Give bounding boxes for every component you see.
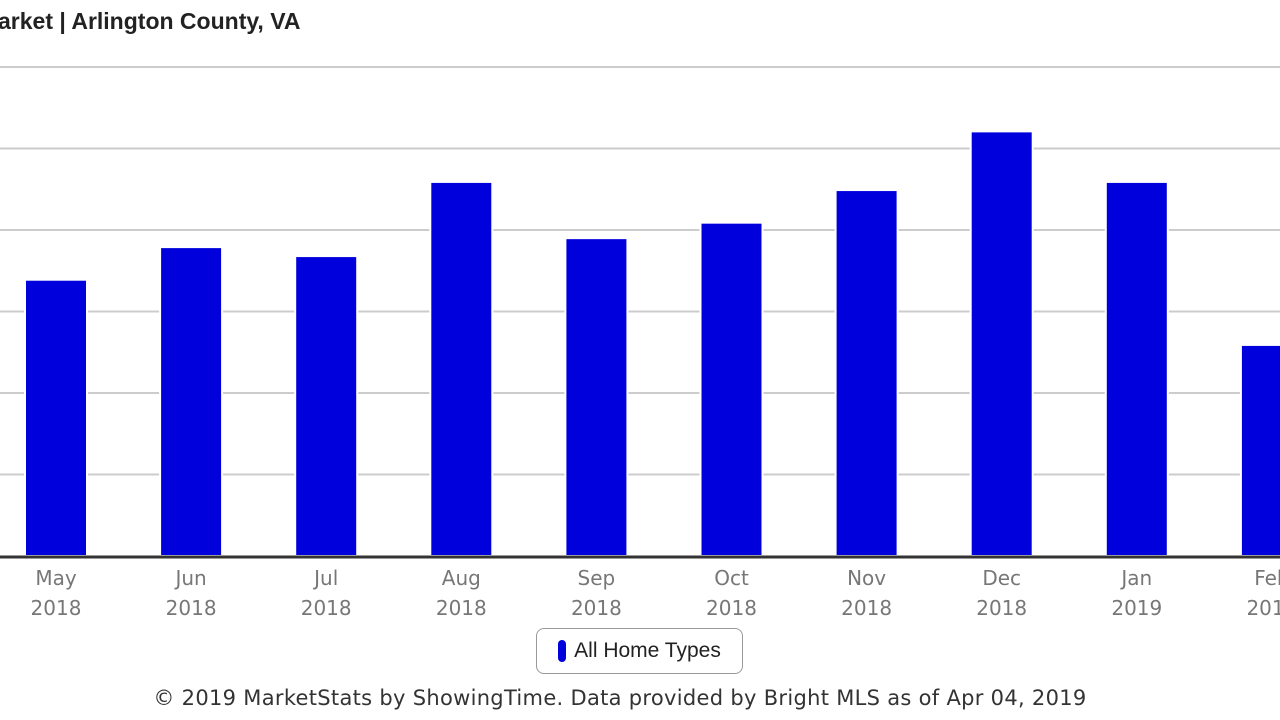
x-tick-label: 2018 <box>436 596 487 620</box>
x-tick-label: Jan <box>1119 566 1152 590</box>
x-tick-label: 2019 <box>1246 596 1280 620</box>
bar-sep-2018 <box>564 237 629 557</box>
x-tick-label: Feb <box>1254 566 1280 590</box>
x-tick-label: Nov <box>847 566 886 590</box>
legend-swatch <box>558 640 567 662</box>
bar-feb-2019 <box>1239 343 1280 558</box>
x-tick-label: Dec <box>982 566 1021 590</box>
bar-aug-2018 <box>429 180 494 557</box>
x-tick-label: 2018 <box>706 596 757 620</box>
x-tick-label: 2018 <box>166 596 217 620</box>
bar-dec-2018 <box>969 130 1034 557</box>
bar-oct-2018 <box>699 221 764 557</box>
x-tick-label: Aug <box>442 566 481 590</box>
bar-jan-2019 <box>1104 180 1169 557</box>
x-tick-label: Jun <box>173 566 206 590</box>
x-tick-label: 2019 <box>1111 596 1162 620</box>
bar-jun-2018 <box>159 246 224 558</box>
x-tick-label: Sep <box>578 566 616 590</box>
x-tick-label: Oct <box>714 566 749 590</box>
bar-nov-2018 <box>834 189 899 557</box>
x-tick-label: Jul <box>312 566 338 590</box>
x-tick-label: May <box>35 566 77 590</box>
bar-jul-2018 <box>294 255 359 557</box>
x-tick-label: 2018 <box>301 596 352 620</box>
legend-label: All Home Types <box>574 639 721 662</box>
x-tick-label: 2018 <box>841 596 892 620</box>
x-tick-label: 2018 <box>31 596 82 620</box>
bar-may-2018 <box>24 278 88 557</box>
footer-credit: © 2019 MarketStats by ShowingTime. Data … <box>153 686 1087 710</box>
x-tick-label: 2018 <box>976 596 1027 620</box>
legend[interactable]: All Home Types <box>536 628 743 674</box>
chart-title: arket | Arlington County, VA <box>0 8 301 34</box>
x-tick-label: 2018 <box>571 596 622 620</box>
